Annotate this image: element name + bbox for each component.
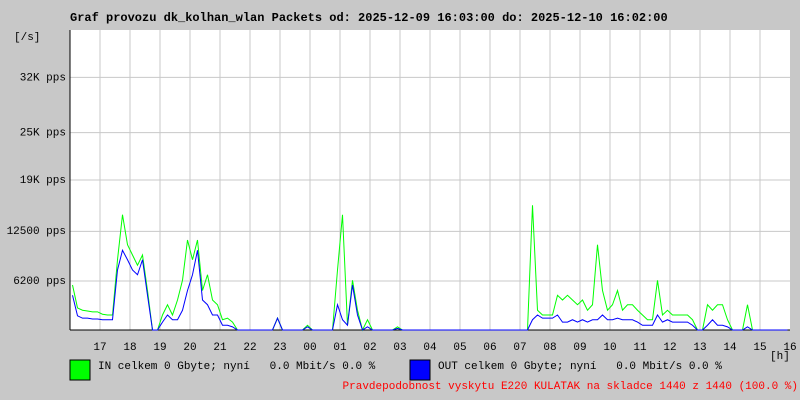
x-tick-label: 05 — [453, 342, 466, 354]
y-unit: [/s] — [14, 32, 40, 44]
x-tick-label: 02 — [363, 342, 376, 354]
x-tick-label: 00 — [303, 342, 316, 354]
x-tick-label: 20 — [183, 342, 196, 354]
x-tick-label: 14 — [723, 342, 737, 354]
x-tick-label: 13 — [693, 342, 706, 354]
x-tick-label: 21 — [213, 342, 227, 354]
chart-title: Graf provozu dk_kolhan_wlan Packets od: … — [70, 11, 668, 25]
x-tick-label: 01 — [333, 342, 347, 354]
x-tick-label: 16 — [783, 342, 796, 354]
y-tick-label: 6200 pps — [13, 276, 66, 288]
x-tick-label: 18 — [123, 342, 136, 354]
legend-label: OUT celkem 0 Gbyte; nyní 0.0 Mbit/s 0.0 … — [438, 361, 722, 373]
x-tick-label: 03 — [393, 342, 406, 354]
x-tick-label: 19 — [153, 342, 166, 354]
x-tick-label: 15 — [753, 342, 766, 354]
x-tick-label: 06 — [483, 342, 496, 354]
x-tick-label: 12 — [663, 342, 676, 354]
x-tick-label: 22 — [243, 342, 256, 354]
y-tick-label: 25K pps — [20, 128, 66, 140]
x-tick-label: 04 — [423, 342, 437, 354]
x-tick-label: 09 — [573, 342, 586, 354]
x-unit: [h] — [770, 351, 790, 363]
series-line — [72, 248, 788, 331]
y-tick-label: 12500 pps — [7, 226, 66, 238]
y-tick-label: 19K pps — [20, 175, 66, 187]
x-tick-label: 10 — [603, 342, 616, 354]
x-tick-label: 17 — [93, 342, 106, 354]
x-tick-label: 11 — [633, 342, 647, 354]
legend-swatch — [69, 359, 91, 381]
footer-note: Pravdepodobnost vyskytu E220 KULATAK na … — [343, 381, 798, 393]
x-tick-label: 07 — [513, 342, 526, 354]
x-tick-label: 23 — [273, 342, 286, 354]
legend-label: IN celkem 0 Gbyte; nyní 0.0 Mbit/s 0.0 % — [98, 361, 376, 373]
y-tick-label: 32K pps — [20, 72, 66, 84]
x-tick-label: 08 — [543, 342, 556, 354]
legend-swatch — [409, 359, 431, 381]
